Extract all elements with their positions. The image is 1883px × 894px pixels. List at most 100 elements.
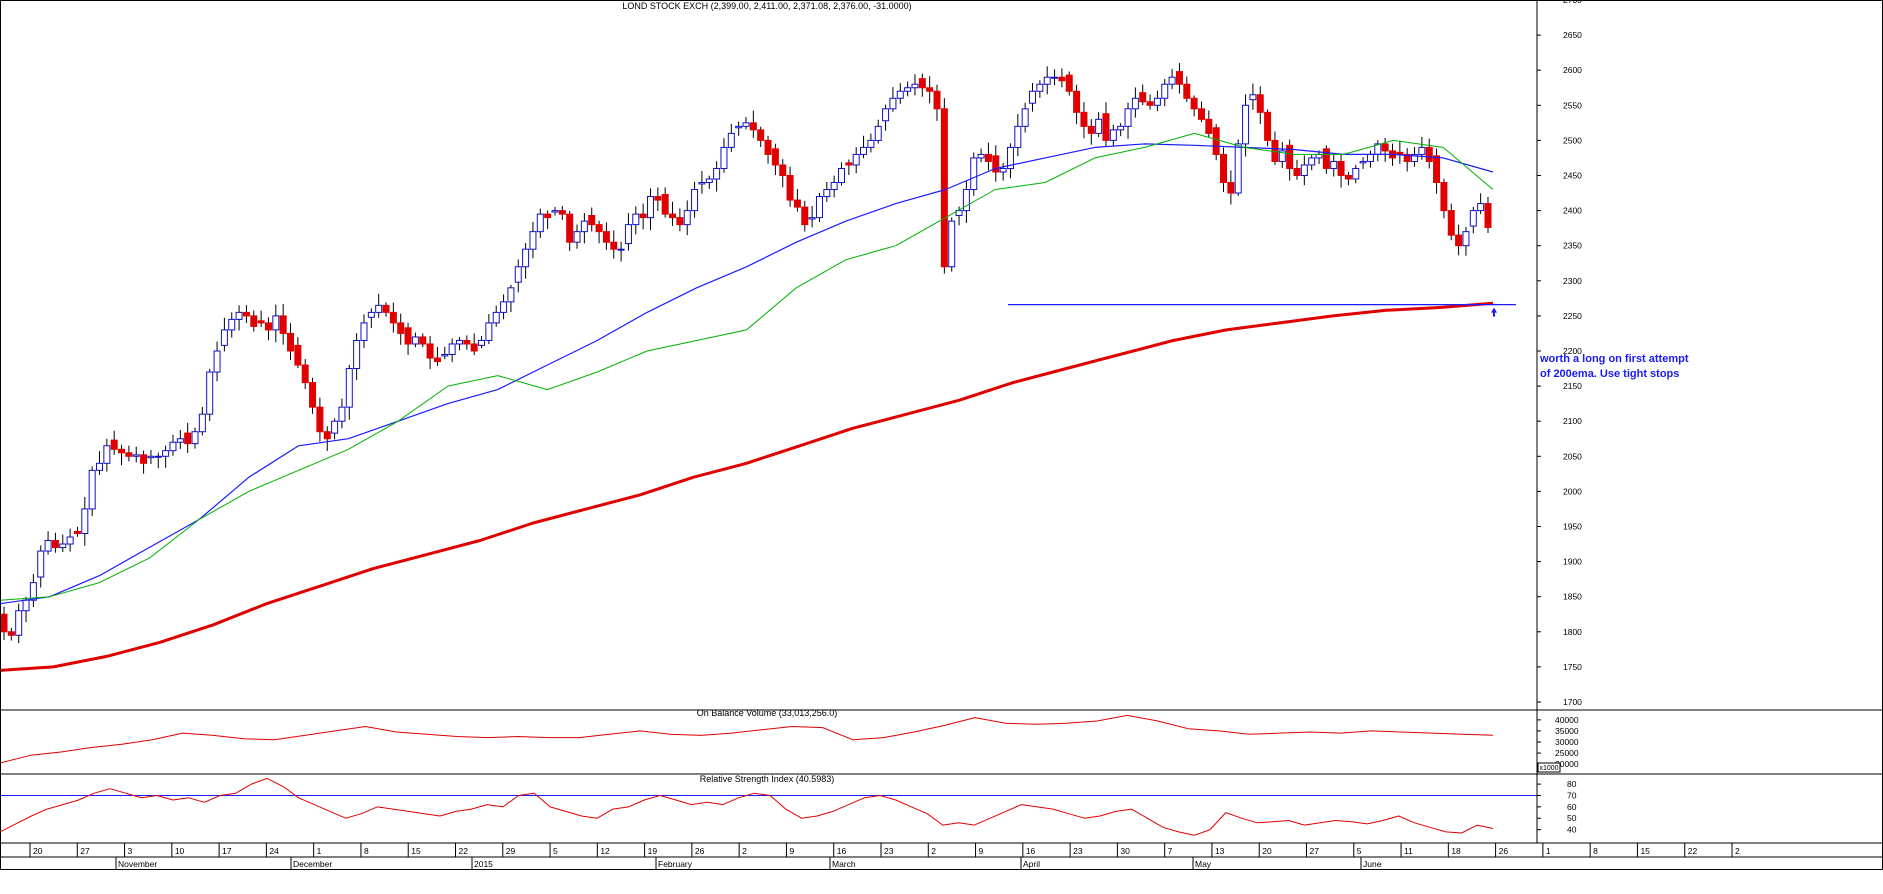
candle [742, 116, 750, 130]
x-tick-label: 5 [553, 846, 558, 856]
month-label: March [832, 859, 856, 869]
candle-body-down [566, 213, 574, 243]
rsi-tick-label: 70 [1567, 790, 1577, 800]
candle-body-down [242, 311, 250, 317]
candle [81, 496, 89, 546]
candle [1183, 76, 1191, 102]
x-tick-label: 22 [1688, 846, 1698, 856]
candle [88, 466, 96, 517]
candle-body-up [1330, 160, 1338, 169]
candle-body-up [213, 350, 221, 373]
annotation-line-1: worth a long on first attempt [1539, 353, 1689, 365]
candle [749, 110, 757, 138]
candle-body-up [176, 438, 184, 443]
x-tick-label: 26 [1499, 846, 1509, 856]
candle-body-down [1447, 210, 1455, 236]
price-panel: LOND STOCK EXCH (2,399.00, 2,411.00, 2,3… [0, 0, 1582, 707]
candle [926, 76, 934, 104]
candle-body-down [749, 122, 757, 131]
candle [411, 332, 419, 348]
price-tick-label: 1800 [1563, 627, 1582, 637]
candle [669, 201, 677, 226]
price-tick-label: 2000 [1563, 486, 1582, 496]
candle [1308, 155, 1316, 171]
x-tick-label: 15 [1640, 846, 1650, 856]
candle [874, 119, 882, 144]
candle [433, 346, 441, 366]
price-tick-label: 2050 [1563, 451, 1582, 461]
x-tick-label: 16 [1026, 846, 1036, 856]
candle [206, 368, 214, 422]
rsi-tick-label: 50 [1567, 813, 1577, 823]
candle-body-up [1117, 125, 1125, 131]
candle-body-up [1036, 83, 1044, 92]
candle-body-up [1109, 129, 1117, 141]
candle-body-down [992, 155, 1000, 173]
candle [815, 192, 823, 223]
candle-body-down [610, 241, 618, 250]
candle [1425, 138, 1433, 169]
candle-body-up [198, 413, 206, 433]
price-tick-label: 2450 [1563, 170, 1582, 180]
candle-body-up [580, 220, 588, 233]
candle [1029, 82, 1037, 112]
candle [441, 346, 449, 360]
candle [118, 444, 126, 466]
candle [448, 338, 456, 363]
candle-body-up [551, 210, 559, 213]
candle [1462, 226, 1470, 256]
candle [1366, 150, 1374, 168]
candle [999, 162, 1007, 181]
candle-body-down [764, 139, 772, 155]
candle [595, 220, 603, 244]
candle [1256, 86, 1264, 125]
candle [705, 175, 713, 189]
candle-body-up [375, 304, 383, 313]
candle [764, 135, 772, 164]
candle [1322, 145, 1330, 174]
x-tick-label: 9 [979, 846, 984, 856]
candle-body-down [279, 315, 287, 334]
candle-body-down [558, 210, 566, 215]
candle-body-up [860, 146, 868, 155]
candle [404, 322, 412, 355]
candle-body-up [1366, 153, 1374, 162]
candle [169, 434, 177, 456]
candle-body-up [441, 354, 449, 357]
obv-tick-label: 35000 [1555, 726, 1579, 736]
month-label: 2015 [474, 859, 493, 869]
candle [470, 333, 478, 356]
candle-body-down [118, 448, 126, 454]
candle-body-up [1234, 143, 1242, 194]
candle-body-up [882, 108, 890, 122]
candle-body-up [448, 343, 456, 356]
candle [419, 333, 427, 347]
ema-mid-line [0, 143, 1494, 605]
candle-body-down [426, 343, 434, 359]
candle-body-down [1073, 90, 1081, 113]
candle-body-up [1153, 97, 1161, 106]
candle-body-down [125, 452, 133, 457]
candle [676, 208, 684, 232]
candle [536, 208, 544, 238]
candle-body-down [382, 304, 390, 313]
x-tick-label: 11 [1404, 846, 1413, 856]
candle-body-up [1006, 146, 1014, 169]
candle [191, 427, 199, 449]
candle-body-down [1065, 74, 1073, 92]
candle [588, 207, 596, 232]
candle-body-up [66, 536, 74, 545]
obv-unit-box [1537, 762, 1561, 773]
ema-short-line [0, 132, 1494, 601]
candle [500, 294, 508, 320]
candle [838, 162, 846, 186]
x-tick-label: 1 [1546, 846, 1551, 856]
x-tick-label: 1 [317, 846, 322, 856]
obv-panel: On Balance Volume (33,013,256.0) 4000035… [0, 708, 1579, 773]
candle [1006, 143, 1014, 179]
candle-body-down [287, 332, 295, 352]
price-tick-label: 2700 [1563, 0, 1582, 5]
candle [250, 310, 258, 332]
candle-body-down [463, 339, 471, 345]
candle [551, 206, 559, 216]
